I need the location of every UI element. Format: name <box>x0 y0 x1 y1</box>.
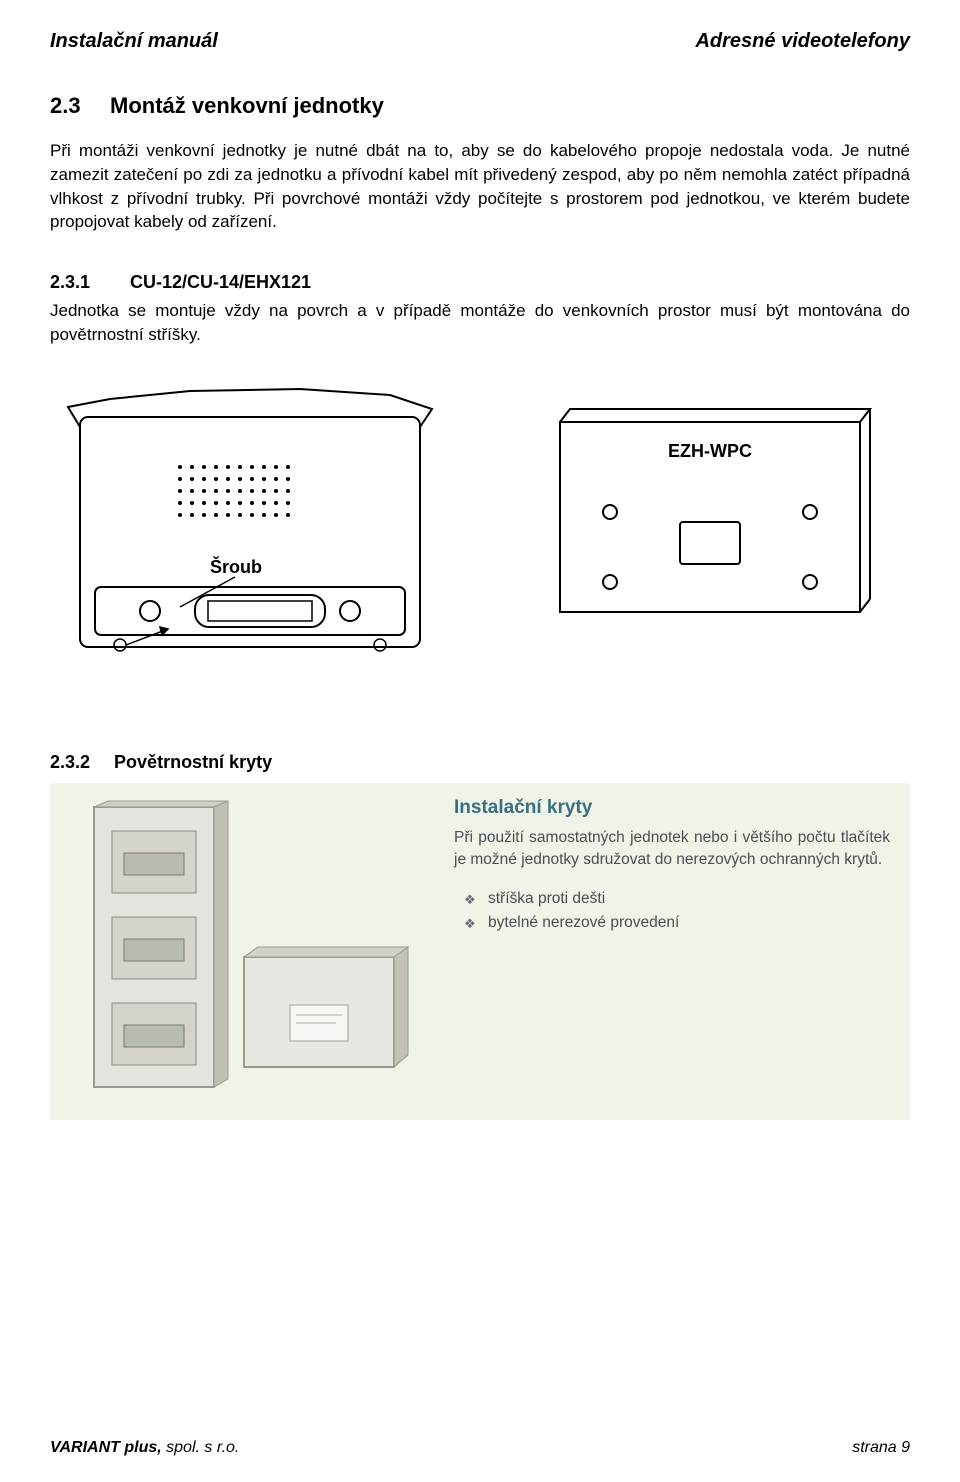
infobox-bullets: ❖ stříška proti dešti ❖ bytelné nerezové p… <box>454 890 890 932</box>
section-2-3-2-title: Povětrnostní kryty <box>114 752 272 773</box>
weather-covers-infobox: Instalační kryty Při použití samostatnýc… <box>50 783 910 1120</box>
bullet-text: stříška proti dešti <box>488 890 605 908</box>
footer-company-suffix: spol. s r.o. <box>162 1439 240 1456</box>
header-right: Adresné videotelefony <box>695 30 910 53</box>
screw-label: Šroub <box>210 556 262 577</box>
section-2-3-num: 2.3 <box>50 93 90 119</box>
page-footer: VARIANT plus, spol. s r.o. strana 9 <box>50 1439 910 1457</box>
infobox-text: Při použití samostatných jednotek nebo i… <box>454 827 890 872</box>
footer-company-bold: VARIANT plus, <box>50 1439 162 1456</box>
section-2-3-1-heading: 2.3.1 CU-12/CU-14/EHX121 <box>50 272 910 293</box>
footer-company: VARIANT plus, spol. s r.o. <box>50 1439 239 1457</box>
bullet-item: ❖ stříška proti dešti <box>464 890 890 908</box>
section-2-3-2-heading: 2.3.2 Povětrnostní kryty <box>50 752 910 773</box>
diagram-wpc-cover: EZH-WPC <box>540 397 880 632</box>
section-2-3-1-num: 2.3.1 <box>50 272 106 293</box>
diagrams-row: Šroub EZH-WPC <box>50 377 910 692</box>
section-2-3-1-paragraph: Jednotka se montuje vždy na povrch a v p… <box>50 299 910 347</box>
ezh-wpc-label: EZH-WPC <box>668 441 752 461</box>
section-2-3-title: Montáž venkovní jednotky <box>110 93 384 119</box>
infobox-title: Instalační kryty <box>454 797 890 819</box>
section-2-3-heading: 2.3 Montáž venkovní jednotky <box>50 93 910 119</box>
section-2-3-paragraph: Při montáži venkovní jednotky je nutné d… <box>50 139 910 234</box>
covers-image <box>64 797 434 1102</box>
diagram-intercom-unit: Šroub <box>50 377 460 692</box>
bullet-text: bytelné nerezové provedení <box>488 914 679 932</box>
section-2-3-2-num: 2.3.2 <box>50 752 90 773</box>
covers-text-block: Instalační kryty Při použití samostatnýc… <box>434 797 890 1102</box>
diamond-icon: ❖ <box>464 916 478 932</box>
header-left: Instalační manuál <box>50 30 218 53</box>
diamond-icon: ❖ <box>464 892 478 908</box>
page-header: Instalační manuál Adresné videotelefony <box>50 30 910 53</box>
bullet-item: ❖ bytelné nerezové provedení <box>464 914 890 932</box>
footer-page: strana 9 <box>852 1439 910 1457</box>
section-2-3-1-title: CU-12/CU-14/EHX121 <box>130 272 311 293</box>
